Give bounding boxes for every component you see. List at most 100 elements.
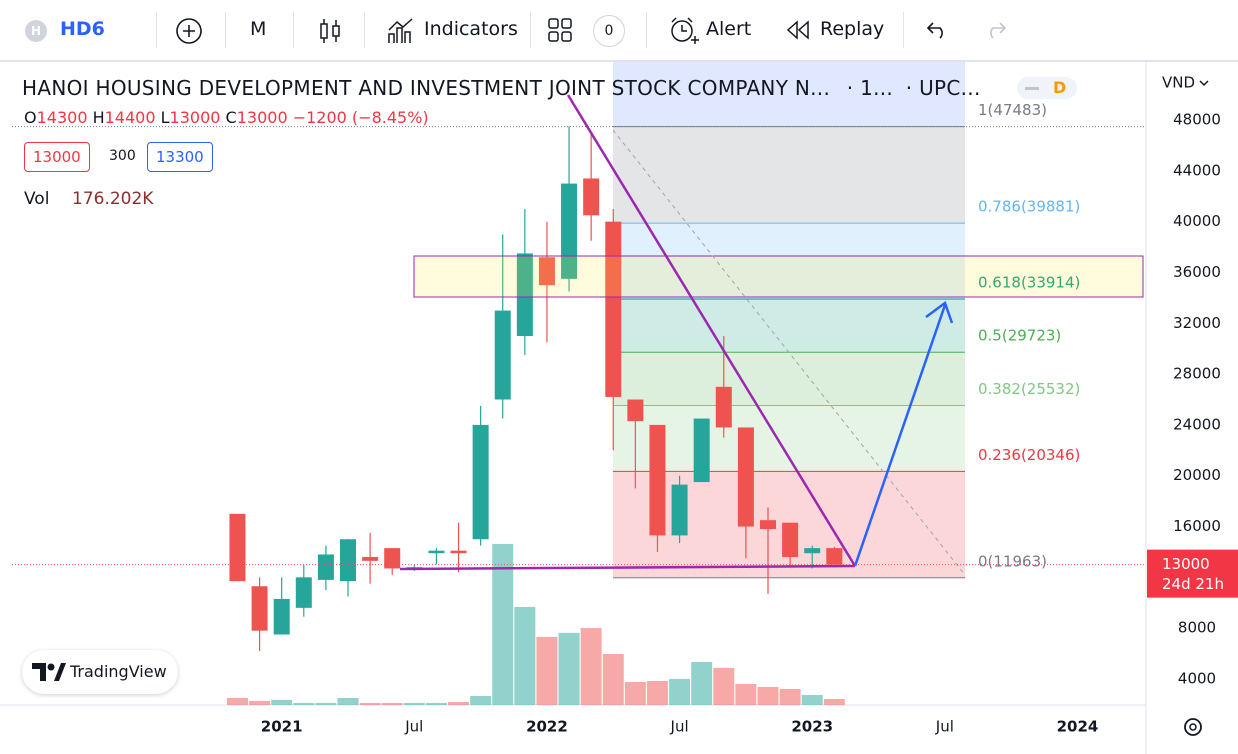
settings-icon[interactable] bbox=[1184, 718, 1202, 736]
badge-bg: D bbox=[1017, 77, 1077, 99]
x-tick-label: 2022 bbox=[526, 718, 568, 736]
interval[interactable]: M bbox=[250, 18, 267, 40]
layouts-count[interactable]: 0 bbox=[593, 15, 625, 47]
badge: D bbox=[1053, 78, 1067, 97]
x-tick-label: 2021 bbox=[261, 718, 303, 736]
l-label: L bbox=[160, 108, 170, 127]
drawings bbox=[399, 94, 1144, 576]
candles bbox=[229, 126, 843, 652]
volume-bar bbox=[514, 606, 536, 705]
alert[interactable]: Alert bbox=[706, 18, 752, 40]
fib-label: 0.786(39881) bbox=[978, 198, 1080, 216]
x-tick-label: Jul bbox=[935, 718, 954, 736]
candle-body bbox=[826, 548, 843, 565]
candle-body bbox=[229, 513, 246, 582]
volume-bar bbox=[580, 628, 602, 705]
candle-body bbox=[627, 399, 644, 422]
y-tick-label: 28000 bbox=[1173, 365, 1221, 383]
volume-bar bbox=[713, 667, 735, 705]
separator bbox=[364, 12, 365, 48]
watermark[interactable]: TradingView bbox=[22, 650, 178, 694]
triangle-line bbox=[399, 564, 856, 571]
volume-bar bbox=[293, 702, 315, 705]
indicators-icon[interactable] bbox=[386, 16, 416, 46]
last-price-box bbox=[1147, 549, 1238, 598]
x-tick-label: 2024 bbox=[1057, 718, 1099, 736]
chart-type[interactable] bbox=[318, 16, 342, 46]
watermark-logo bbox=[32, 663, 66, 681]
symbol[interactable]: HD6 bbox=[60, 18, 105, 40]
countdown: 24d 21h bbox=[1162, 575, 1224, 593]
alert-icon[interactable] bbox=[667, 15, 699, 47]
volume-bar bbox=[425, 702, 447, 705]
layouts-icon[interactable] bbox=[547, 17, 573, 43]
separator bbox=[293, 12, 294, 48]
redo[interactable] bbox=[982, 18, 1008, 42]
y-tick-label: 16000 bbox=[1173, 517, 1221, 535]
legend-title: HANOI HOUSING DEVELOPMENT AND INVESTMENT… bbox=[22, 76, 981, 100]
candle-body bbox=[428, 550, 445, 554]
volume-bar bbox=[226, 698, 248, 705]
candle-body bbox=[251, 586, 268, 631]
separator bbox=[156, 12, 157, 48]
candle-body bbox=[737, 427, 754, 527]
candle-body bbox=[693, 418, 710, 483]
candle-body bbox=[671, 484, 688, 536]
y-tick-label: 32000 bbox=[1173, 314, 1221, 332]
currency[interactable]: VND bbox=[1162, 74, 1195, 92]
legend-exchange: · UPC... bbox=[905, 76, 981, 100]
fib-label: 0.236(20346) bbox=[978, 446, 1080, 464]
symbol-icon: H bbox=[25, 20, 47, 42]
add-symbol[interactable] bbox=[174, 16, 204, 46]
arrow-head bbox=[925, 300, 954, 324]
volume-bar bbox=[691, 661, 713, 705]
volume-bar bbox=[757, 686, 779, 705]
y-tick-label: 8000 bbox=[1178, 619, 1216, 637]
ohlc: O14300 H14400 L13000 C13000 −1200 (−8.45… bbox=[24, 108, 429, 127]
rectangle-drawing bbox=[413, 255, 1144, 298]
volume-bar bbox=[492, 544, 514, 705]
c-label: C bbox=[225, 108, 237, 127]
spread: 300 bbox=[109, 148, 136, 164]
fib-band bbox=[613, 298, 965, 353]
fib-label: 0.618(33914) bbox=[978, 273, 1080, 291]
y-tick-label: 48000 bbox=[1173, 111, 1221, 129]
fib-label: 0.5(29723) bbox=[978, 327, 1061, 345]
ask[interactable]: 13300 bbox=[147, 142, 213, 172]
trend-dashed bbox=[612, 129, 966, 576]
replay-icon[interactable] bbox=[785, 19, 811, 41]
candle-body bbox=[384, 548, 401, 569]
volume-bar bbox=[646, 681, 668, 705]
candle-body bbox=[649, 424, 666, 536]
change: −1200 (−8.45%) bbox=[292, 108, 429, 127]
candle-body bbox=[362, 557, 379, 561]
arrow bbox=[853, 304, 947, 567]
volume-bar bbox=[558, 632, 580, 705]
fib-band bbox=[613, 352, 965, 406]
fib-band bbox=[613, 126, 965, 224]
indicators[interactable]: Indicators bbox=[424, 18, 518, 40]
y-tick-label: 4000 bbox=[1178, 669, 1216, 687]
separator bbox=[530, 12, 531, 48]
candle-body bbox=[317, 554, 334, 580]
watermark-text: TradingView bbox=[70, 662, 167, 681]
volume-bar bbox=[801, 694, 823, 705]
volume-bar bbox=[735, 683, 757, 705]
x-tick-label: Jul bbox=[404, 718, 423, 736]
y-tick-label: 40000 bbox=[1173, 212, 1221, 230]
candle-body bbox=[273, 598, 290, 635]
candle-body bbox=[760, 520, 776, 530]
last-price-label: 13000 bbox=[1162, 555, 1210, 573]
candle-body bbox=[494, 310, 511, 400]
candle-body bbox=[583, 178, 600, 216]
axes: 4000800012000160002000024000280003200036… bbox=[12, 111, 1238, 736]
h-label: H bbox=[92, 108, 105, 127]
bid[interactable]: 13000 bbox=[24, 142, 90, 172]
volume-bar bbox=[359, 702, 381, 705]
triangle-line bbox=[566, 94, 857, 567]
replay[interactable]: Replay bbox=[820, 18, 885, 40]
separator bbox=[225, 12, 226, 48]
volume-bar bbox=[624, 681, 646, 705]
undo[interactable] bbox=[925, 18, 951, 42]
